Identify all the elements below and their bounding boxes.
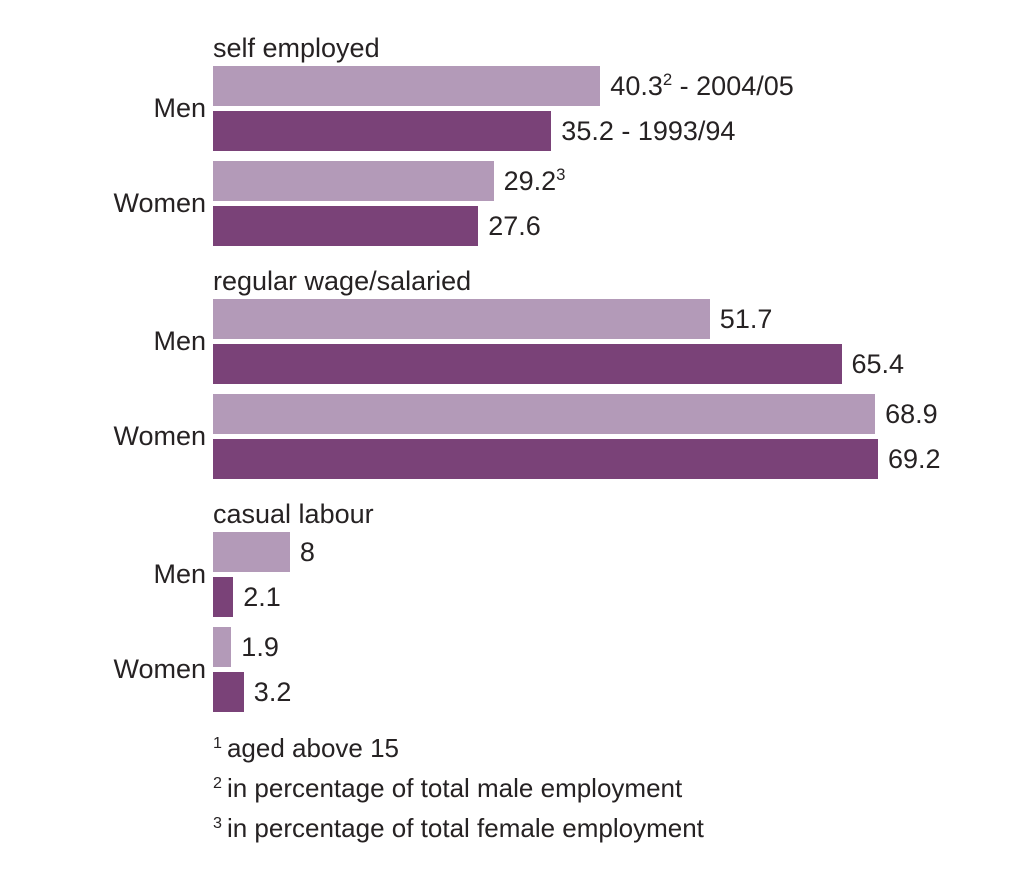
bar-row: Women 29.23 27.6 bbox=[0, 161, 1024, 246]
bar-1993-94 bbox=[213, 111, 552, 151]
bar-row: Men 51.7 65.4 bbox=[0, 299, 1024, 384]
chart-section: regular wage/salaried Men 51.7 65.4 Women 68.… bbox=[0, 266, 1024, 479]
chart-section: casual labour Men 8 2.1 Women 1.9 3.2 bbox=[0, 499, 1024, 712]
bar-value-label: 1.9 bbox=[241, 631, 279, 662]
bar-line: 27.6 bbox=[213, 206, 565, 246]
bar-1993-94 bbox=[213, 206, 479, 246]
bar-2004-05 bbox=[213, 532, 290, 572]
bar-value-label: 51.7 bbox=[719, 303, 773, 334]
bar-line: 29.23 bbox=[213, 161, 565, 201]
bar-pair: 51.7 65.4 bbox=[213, 299, 904, 384]
bar-value-label: 65.4 bbox=[851, 348, 905, 379]
bar-pair: 29.23 27.6 bbox=[213, 161, 565, 246]
section-title: self employed bbox=[213, 33, 380, 63]
bar-1993-94 bbox=[213, 672, 244, 712]
bar-row: Men 40.32 - 2004/05 35.2 - 1993/94 bbox=[0, 66, 1024, 151]
bar-1993-94 bbox=[213, 344, 842, 384]
bar-line: 8 bbox=[213, 532, 315, 572]
footnote: 3 in percentage of total female employmen… bbox=[213, 808, 1024, 848]
footnote: 2 in percentage of total male employment bbox=[213, 768, 1024, 808]
footnote-marker: 2 bbox=[213, 774, 222, 793]
chart-section: self employed Men 40.32 - 2004/05 35.2 - 19… bbox=[0, 33, 1024, 246]
bar-row: Women 68.9 69.2 bbox=[0, 394, 1024, 479]
bar-line: 51.7 bbox=[213, 299, 904, 339]
category-label: Men bbox=[153, 559, 206, 589]
bar-1993-94 bbox=[213, 439, 878, 479]
bar-pair: 1.9 3.2 bbox=[213, 627, 291, 712]
bar-1993-94 bbox=[213, 577, 234, 617]
bar-2004-05 bbox=[213, 394, 876, 434]
bar-2004-05 bbox=[213, 299, 710, 339]
bar-pair: 68.9 69.2 bbox=[213, 394, 941, 479]
bar-value-label: 27.6 bbox=[488, 210, 541, 241]
footnotes: 1 aged above 15 2 in percentage of total m… bbox=[213, 728, 1024, 848]
bar-2004-05 bbox=[213, 66, 601, 106]
category-label: Men bbox=[153, 93, 206, 123]
bar-value-label: 35.2 - 1993/94 bbox=[561, 115, 736, 146]
category-label: Women bbox=[113, 188, 206, 218]
footnote-text: in percentage of total female employment bbox=[226, 813, 704, 843]
bar-line: 2.1 bbox=[213, 577, 315, 617]
bar-pair: 8 2.1 bbox=[213, 532, 315, 617]
category-label: Men bbox=[153, 326, 206, 356]
footnote-text: aged above 15 bbox=[226, 733, 400, 763]
bar-line: 3.2 bbox=[213, 672, 291, 712]
bar-value-label: 29.23 bbox=[503, 165, 566, 196]
bar-2004-05 bbox=[213, 161, 494, 201]
bar-value-label: 3.2 bbox=[253, 676, 292, 707]
bar-value-label: 40.32 - 2004/05 bbox=[610, 70, 794, 101]
footnote-marker: 3 bbox=[213, 814, 222, 833]
bar-pair: 40.32 - 2004/05 35.2 - 1993/94 bbox=[213, 66, 794, 151]
bar-line: 35.2 - 1993/94 bbox=[213, 111, 794, 151]
footnote: 1 aged above 15 bbox=[213, 728, 1024, 768]
bar-value-label: 2.1 bbox=[243, 581, 281, 612]
bar-value-label: 69.2 bbox=[888, 443, 941, 474]
bar-line: 68.9 bbox=[213, 394, 941, 434]
bar-value-label: 8 bbox=[299, 536, 315, 567]
bar-row: Women 1.9 3.2 bbox=[0, 627, 1024, 712]
section-title: casual labour bbox=[213, 499, 374, 529]
bar-line: 40.32 - 2004/05 bbox=[213, 66, 794, 106]
bar-value-label: 68.9 bbox=[885, 398, 938, 429]
value-footnote-marker: 3 bbox=[556, 165, 566, 185]
category-label: Women bbox=[113, 654, 206, 684]
section-title: regular wage/salaried bbox=[213, 266, 472, 296]
bar-line: 1.9 bbox=[213, 627, 291, 667]
bar-row: Men 8 2.1 bbox=[0, 532, 1024, 617]
footnote-marker: 1 bbox=[213, 734, 222, 753]
bar-2004-05 bbox=[213, 627, 232, 667]
bar-line: 65.4 bbox=[213, 344, 904, 384]
value-footnote-marker: 2 bbox=[662, 70, 673, 90]
footnote-text: in percentage of total male employment bbox=[226, 773, 683, 803]
bar-line: 69.2 bbox=[213, 439, 941, 479]
category-label: Women bbox=[113, 421, 206, 451]
employment-type-bar-chart: self employed Men 40.32 - 2004/05 35.2 - 19… bbox=[0, 33, 1024, 712]
